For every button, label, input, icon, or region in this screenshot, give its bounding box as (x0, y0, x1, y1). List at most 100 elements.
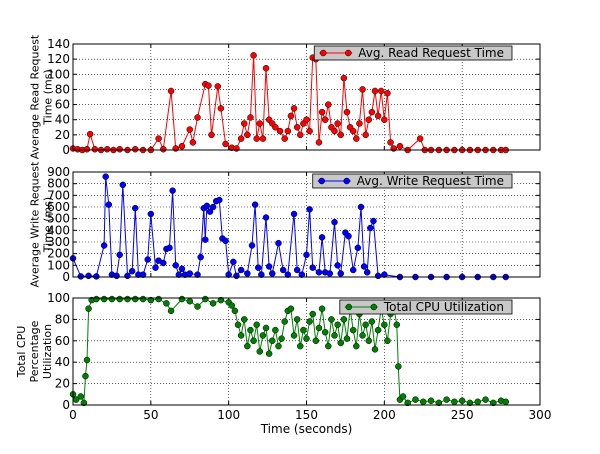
data-point (217, 296, 225, 304)
y-tick-label: 900 (47, 165, 70, 179)
data-point (116, 145, 123, 153)
data-point (253, 135, 260, 142)
data-point (340, 316, 348, 323)
y-axis-label-line: Percentage (28, 320, 41, 382)
data-point (374, 272, 382, 280)
x-axis-label: Time (seconds) (260, 422, 353, 436)
data-point (284, 127, 292, 135)
data-point (435, 399, 443, 407)
y-tick-label: 300 (47, 235, 70, 249)
data-point (202, 236, 209, 243)
legend-label: Total CPU Utilization (383, 300, 504, 314)
legend-marker (345, 303, 353, 311)
data-point (247, 114, 254, 121)
data-point (287, 112, 295, 120)
data-point (194, 271, 201, 278)
legend-marker (370, 303, 378, 311)
data-point (178, 142, 186, 150)
data-point (262, 64, 270, 72)
data-point (399, 393, 407, 400)
data-point (290, 210, 298, 218)
data-point (105, 201, 113, 208)
data-point (244, 270, 251, 277)
data-point (194, 114, 201, 121)
data-point (334, 120, 341, 127)
data-point (93, 295, 100, 303)
data-point (381, 271, 388, 278)
data-point (321, 116, 329, 123)
data-point (281, 318, 288, 325)
data-point (303, 116, 310, 123)
data-point (77, 393, 85, 400)
data-point (334, 262, 341, 269)
data-point (202, 295, 209, 303)
data-point (337, 131, 344, 139)
data-point (116, 251, 123, 259)
x-tick-label: 100 (217, 408, 240, 422)
data-point (160, 259, 167, 267)
data-point (443, 396, 450, 403)
data-point (293, 316, 301, 323)
y-axis-label-line: Total CPU (15, 326, 28, 379)
data-point (155, 135, 162, 142)
data-point (490, 399, 497, 407)
data-point (318, 305, 326, 312)
data-point (233, 145, 240, 152)
data-point (167, 87, 175, 95)
data-point (139, 295, 147, 303)
data-point (365, 337, 373, 345)
legend: Avg. Write Request Time (312, 173, 513, 189)
data-point (124, 295, 131, 303)
data-point (416, 135, 424, 142)
y-tick-label: 500 (47, 212, 70, 226)
data-point (334, 321, 341, 328)
data-point (451, 398, 458, 406)
legend: Avg. Read Request Time (313, 45, 513, 61)
data-point (374, 112, 382, 120)
data-point (367, 224, 374, 232)
legend-box (313, 45, 513, 61)
y-axis-label-line: Time (ms) (42, 197, 55, 253)
data-point (395, 363, 402, 370)
data-point (172, 262, 179, 269)
data-point (306, 127, 313, 135)
data-point (474, 398, 481, 406)
data-point (343, 335, 351, 342)
data-point (412, 396, 419, 403)
data-point (357, 203, 365, 211)
data-point (393, 321, 401, 328)
data-point (222, 237, 229, 245)
data-point (315, 139, 323, 146)
data-point (256, 348, 264, 355)
data-point (354, 244, 362, 252)
data-point (258, 271, 265, 278)
data-point (186, 270, 193, 277)
data-point (275, 342, 282, 350)
data-point (124, 272, 131, 280)
legend: Total CPU Utilization (339, 299, 513, 315)
data-point (80, 399, 88, 407)
data-point (345, 232, 352, 240)
data-point (132, 145, 139, 153)
data-point (194, 303, 201, 310)
legend-marker (343, 177, 350, 185)
data-point (222, 140, 229, 148)
data-point (116, 295, 123, 303)
data-point (390, 145, 397, 152)
data-point (363, 269, 371, 276)
data-point (384, 337, 391, 345)
data-point (265, 350, 273, 357)
legend-marker (318, 177, 325, 185)
data-point (208, 131, 215, 139)
data-point (275, 239, 282, 247)
data-point (331, 332, 338, 339)
data-point (466, 399, 474, 407)
data-point (259, 135, 267, 142)
data-point (281, 135, 288, 142)
data-point (85, 272, 92, 280)
data-point (318, 234, 326, 241)
data-point (387, 139, 394, 146)
data-point (306, 206, 313, 213)
